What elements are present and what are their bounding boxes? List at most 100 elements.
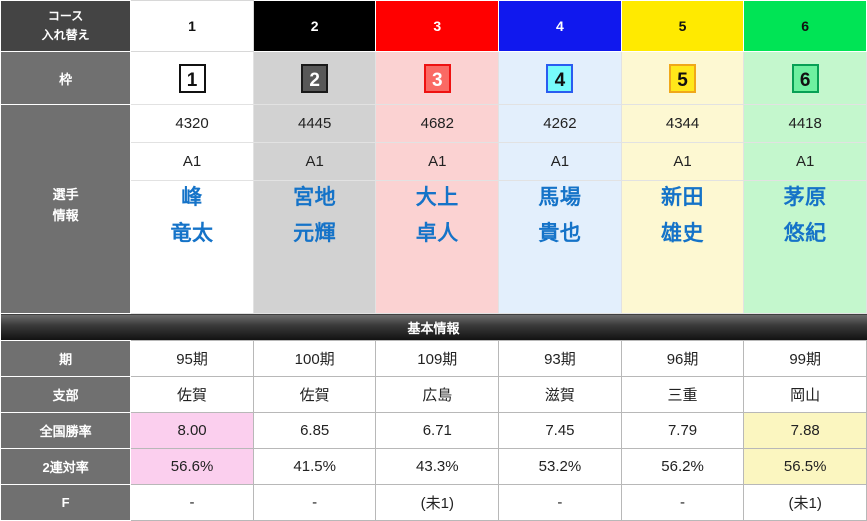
racer-givenname-5: 雄史 [661, 221, 705, 245]
course-header-3[interactable]: 3 [375, 0, 500, 52]
racer-name-cell-4[interactable]: 馬場 貴也 [498, 180, 622, 314]
grade-6: A1 [743, 142, 867, 181]
waku-badge-5: 5 [669, 63, 697, 93]
course-header-1[interactable]: 1 [130, 0, 254, 52]
basic-flying-5: - [620, 484, 745, 521]
basic-branch-3: 広島 [375, 376, 500, 413]
registration-number-5: 4344 [620, 104, 745, 143]
racer-surname-6: 茅原 [783, 186, 827, 209]
registration-number-4: 4262 [498, 104, 622, 143]
waku-badge-2: 2 [301, 63, 329, 93]
registration-number-3: 4682 [375, 104, 500, 143]
basic-term-1: 95期 [130, 340, 254, 377]
basic-quinella-rate-1: 56.6% [130, 448, 254, 485]
basic-row-national-win-rate: 全国勝率 8.00 6.85 6.71 7.45 7.79 7.88 [0, 412, 867, 449]
basic-row-quinella-rate-label: 2連対率 [0, 448, 132, 485]
basic-national-win-rate-2: 6.85 [252, 412, 377, 449]
racer-givenname-4: 貴也 [538, 221, 582, 245]
registration-number-1: 4320 [130, 104, 254, 143]
waku-badge-4: 4 [546, 63, 574, 93]
course-header-row: コース 入れ替え 1 2 3 4 5 6 [0, 0, 867, 52]
basic-row-term-label: 期 [0, 340, 132, 377]
basic-term-5: 96期 [620, 340, 745, 377]
grade-row: A1 A1 A1 A1 A1 A1 [1, 142, 867, 181]
basic-row-branch: 支部 佐賀 佐賀 広島 滋賀 三重 岡山 [0, 376, 867, 413]
basic-row-branch-label: 支部 [0, 376, 132, 413]
grade-2: A1 [252, 142, 377, 181]
basic-row-quinella-rate: 2連対率 56.6% 41.5% 43.3% 53.2% 56.2% 56.5% [0, 448, 867, 485]
racer-givenname-2: 元輝 [293, 221, 337, 245]
basic-term-3: 109期 [375, 340, 500, 377]
racer-name-cell-2[interactable]: 宮地 元輝 [252, 180, 377, 314]
basic-branch-5: 三重 [620, 376, 745, 413]
waku-cell-5: 5 [620, 51, 745, 105]
waku-cell-6: 6 [743, 51, 867, 105]
basic-flying-1: - [130, 484, 254, 521]
racer-surname-4: 馬場 [538, 186, 582, 209]
course-swap-label-line1: コース [47, 9, 84, 24]
racer-name-cell-1[interactable]: 峰 竜太 [130, 180, 254, 314]
racer-info-label-line1: 選手 [52, 187, 79, 202]
basic-info-banner: 基本情報 [0, 313, 867, 341]
racer-surname-1: 峰 [181, 186, 203, 209]
grade-5: A1 [620, 142, 745, 181]
course-header-5[interactable]: 5 [620, 0, 745, 52]
racer-name-cell-6[interactable]: 茅原 悠紀 [743, 180, 867, 314]
waku-cell-4: 4 [498, 51, 622, 105]
racer-name-cell-3[interactable]: 大上 卓人 [375, 180, 500, 314]
basic-national-win-rate-3: 6.71 [375, 412, 500, 449]
racer-givenname-1: 竜太 [170, 221, 214, 245]
course-swap-label[interactable]: コース 入れ替え [0, 0, 132, 52]
basic-quinella-rate-6: 56.5% [743, 448, 867, 485]
basic-national-win-rate-6: 7.88 [743, 412, 867, 449]
racer-name-row: 峰 竜太 宮地 元輝 大上 卓人 馬場 貴也 [1, 180, 867, 314]
racer-givenname-6: 悠紀 [783, 221, 827, 245]
basic-term-4: 93期 [498, 340, 622, 377]
registration-number-6: 4418 [743, 104, 867, 143]
course-header-6[interactable]: 6 [743, 0, 867, 52]
basic-quinella-rate-4: 53.2% [498, 448, 622, 485]
waku-row-label: 枠 [0, 51, 132, 105]
racer-givenname-3: 卓人 [415, 221, 459, 245]
basic-info-banner-row: 基本情報 [0, 313, 867, 341]
basic-branch-4: 滋賀 [498, 376, 622, 413]
basic-term-6: 99期 [743, 340, 867, 377]
waku-cell-1: 1 [130, 51, 254, 105]
waku-cell-2: 2 [252, 51, 377, 105]
basic-flying-2: - [252, 484, 377, 521]
basic-national-win-rate-1: 8.00 [130, 412, 254, 449]
basic-flying-6: (未1) [743, 484, 867, 521]
basic-flying-3: (未1) [375, 484, 500, 521]
waku-cell-3: 3 [375, 51, 500, 105]
registration-number-2: 4445 [252, 104, 377, 143]
waku-badge-1: 1 [178, 63, 206, 93]
racer-name-cell-5[interactable]: 新田 雄史 [620, 180, 745, 314]
basic-national-win-rate-5: 7.79 [620, 412, 745, 449]
basic-term-2: 100期 [252, 340, 377, 377]
basic-row-term: 期 95期 100期 109期 93期 96期 99期 [0, 340, 867, 377]
racer-surname-2: 宮地 [293, 186, 337, 209]
basic-branch-1: 佐賀 [130, 376, 254, 413]
basic-branch-6: 岡山 [743, 376, 867, 413]
racer-info-label-line2: 情報 [52, 207, 79, 223]
basic-row-national-win-rate-label: 全国勝率 [0, 412, 132, 449]
racer-surname-5: 新田 [661, 186, 705, 209]
waku-row: 枠 1 2 3 4 5 6 [0, 51, 867, 105]
course-header-2[interactable]: 2 [252, 0, 377, 52]
grade-1: A1 [130, 142, 254, 181]
registration-number-row: 選手 情報 4320 4445 4682 4262 4344 4418 [0, 104, 867, 314]
basic-quinella-rate-3: 43.3% [375, 448, 500, 485]
basic-quinella-rate-2: 41.5% [252, 448, 377, 485]
course-header-4[interactable]: 4 [498, 0, 622, 52]
racer-surname-3: 大上 [415, 186, 459, 209]
course-swap-label-line2: 入れ替え [41, 28, 90, 42]
racer-info-label: 選手 情報 [0, 104, 132, 314]
waku-badge-6: 6 [791, 63, 819, 93]
basic-branch-2: 佐賀 [252, 376, 377, 413]
basic-flying-4: - [498, 484, 622, 521]
basic-quinella-rate-5: 56.2% [620, 448, 745, 485]
grade-3: A1 [375, 142, 500, 181]
basic-row-flying-label: F [0, 484, 132, 521]
grade-4: A1 [498, 142, 622, 181]
